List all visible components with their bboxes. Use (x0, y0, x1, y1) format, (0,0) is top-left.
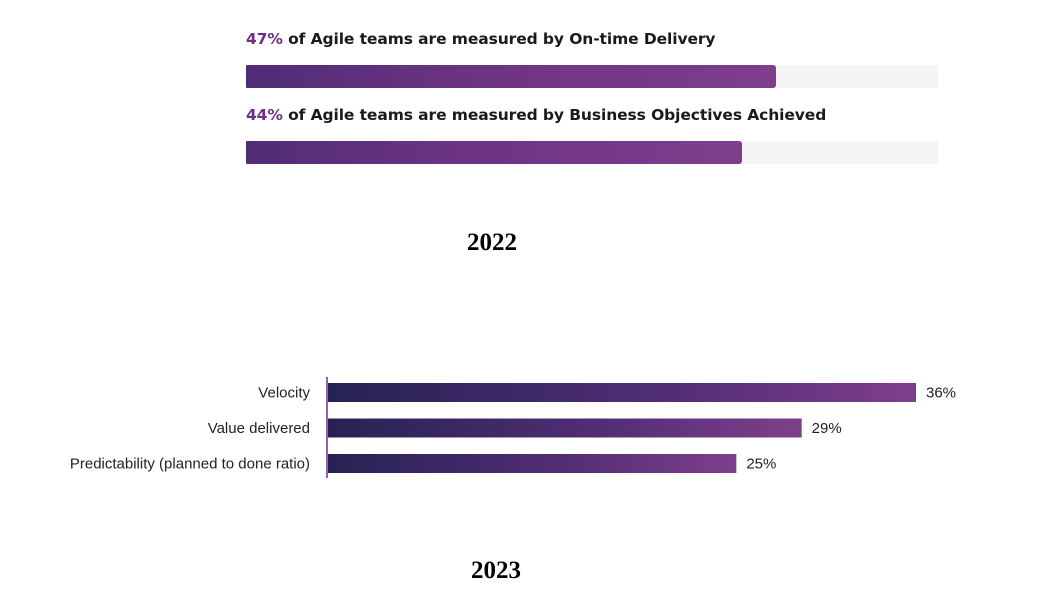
bar-2023 (328, 383, 916, 402)
bar-track (246, 141, 938, 164)
stat-label-business-objectives: 44% of Agile teams are measured by Busin… (246, 106, 826, 124)
stat-label-on-time-delivery: 47% of Agile teams are measured by On-ti… (246, 30, 716, 48)
bar-2023 (328, 418, 802, 438)
data-label: 29% (812, 420, 842, 437)
chart-title-2022: 2022 (467, 229, 517, 256)
category-label: Predictability (planned to done ratio) (70, 456, 310, 473)
bar-on-time-delivery (246, 65, 777, 88)
chart-title-2023: 2023 (471, 557, 521, 584)
stat-text: of Agile teams are measured by Business … (288, 106, 827, 124)
chart-2023: Velocity 36% Value delivered 29% Predictabil… (70, 377, 956, 478)
data-label: 25% (746, 456, 776, 473)
stat-percent: 44% (246, 106, 283, 124)
bar-track (246, 65, 938, 88)
stat-percent: 47% (246, 30, 283, 48)
bar-2023 (328, 454, 737, 473)
data-label: 36% (926, 385, 956, 402)
bar-business-objectives (246, 141, 743, 164)
stat-text: of Agile teams are measured by On-time D… (288, 30, 716, 48)
category-label: Value delivered (208, 420, 310, 437)
category-label: Velocity (258, 385, 310, 402)
